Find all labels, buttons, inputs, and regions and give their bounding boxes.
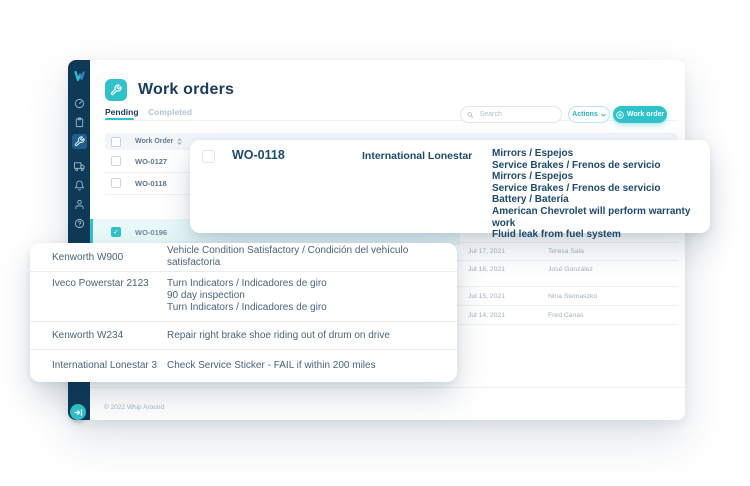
vehicle-name: Kenworth W900 <box>52 251 124 263</box>
detail-line: Mirrors / Espejos <box>492 148 574 159</box>
sidebar-nav <box>68 96 90 235</box>
vehicle-detail: Check Service Sticker - FAIL if within 2… <box>167 359 376 371</box>
table-row[interactable]: Jul 14, 2021 Fred Canas <box>457 306 678 325</box>
gauge-icon <box>74 98 84 109</box>
card-row-checkbox[interactable] <box>202 150 215 163</box>
vehicle-detail: Turn Indicators / Indicadores de giro <box>167 278 327 289</box>
table-row[interactable]: Jul 17, 2021 Teresa Sala <box>457 243 678 261</box>
table-row[interactable]: Jul 15, 2021 Nina Siemaszko <box>457 287 678 306</box>
footer-divider <box>90 387 685 388</box>
work-order-id: WO-0118 <box>135 178 167 188</box>
work-order-id: WO-0196 <box>135 227 168 237</box>
detail-line: American Chevrolet will perform warranty… <box>492 205 691 229</box>
column-header-work-order[interactable]: Work Order <box>135 138 174 145</box>
work-orders-page-icon <box>105 79 127 101</box>
card-vehicle-name: International Lonestar <box>362 150 473 162</box>
tab-completed[interactable]: Completed <box>148 107 192 117</box>
truck-icon <box>73 162 85 171</box>
sidebar-item-help[interactable] <box>72 216 87 231</box>
sidebar-item-work-orders[interactable] <box>71 134 87 149</box>
new-work-order-button[interactable]: Work order <box>613 106 667 123</box>
tabs-divider <box>105 120 678 121</box>
detail-line: Mirrors / Espejos <box>492 171 574 183</box>
card-detail-list: Mirrors / Espejos Service Brakes / Freno… <box>492 148 710 241</box>
vehicle-card-row: Kenworth W234 Repair right brake shoe ri… <box>30 322 457 350</box>
work-order-detail-card: WO-0118 International Lonestar Mirrors /… <box>190 140 710 240</box>
table-row[interactable]: Jul 16, 2021 José González <box>457 261 678 287</box>
sidebar-item-notifications[interactable] <box>72 178 87 193</box>
sidebar-item-vehicles[interactable] <box>72 159 87 174</box>
row-date: Jul 14, 2021 <box>468 311 506 319</box>
magnifier-icon <box>467 111 474 118</box>
user-icon <box>74 199 84 210</box>
vehicle-detail: Turn Indicators / Indicadores de giro <box>167 301 327 313</box>
wrench-icon <box>74 136 85 147</box>
row-date: Jul 15, 2021 <box>468 292 506 300</box>
vehicle-name: Kenworth W234 <box>52 330 124 341</box>
work-order-id: WO-0127 <box>135 156 168 166</box>
row-checkbox[interactable] <box>111 178 121 188</box>
plus-circle-icon <box>616 110 624 119</box>
vehicle-card-row: Iveco Powerstar 2123 Turn Indicators / I… <box>30 272 457 322</box>
help-circle-icon <box>74 218 84 229</box>
vehicle-detail: 90 day inspection <box>167 289 245 301</box>
detail-line: Fluid leak from fuel system <box>492 229 621 241</box>
whip-around-logo <box>73 69 86 83</box>
clipboard-icon <box>75 117 83 128</box>
actions-button[interactable]: Actions <box>568 106 610 123</box>
vehicle-details-card: Kenworth W900 Vehicle Condition Satisfac… <box>30 243 457 382</box>
sidebar-item-dashboard[interactable] <box>72 96 87 111</box>
row-assignee: José González <box>548 266 593 273</box>
search-input-container <box>460 106 562 123</box>
row-date: Jul 16, 2021 <box>468 266 506 273</box>
wrench-icon <box>110 84 122 96</box>
vehicle-card-row: International Lonestar 3 Check Service S… <box>30 350 457 381</box>
select-all-checkbox[interactable] <box>111 136 121 147</box>
card-work-order-id: WO-0118 <box>232 148 285 162</box>
vehicle-detail: Repair right brake shoe riding out of dr… <box>167 329 390 341</box>
detail-line: Service Brakes / Frenos de servicio <box>492 182 661 194</box>
vehicle-card-row: Kenworth W900 Vehicle Condition Satisfac… <box>30 243 457 272</box>
vehicle-detail: Vehicle Condition Satisfactory / Condici… <box>167 245 409 268</box>
bell-icon <box>74 180 84 191</box>
tab-pending[interactable]: Pending <box>105 107 139 117</box>
row-checkbox[interactable] <box>111 156 121 166</box>
vehicle-detail-list: Turn Indicators / Indicadores de giro 90… <box>167 278 327 313</box>
detail-line: Service Brakes / Frenos de servicio <box>492 159 661 171</box>
actions-button-label: Actions <box>572 111 598 118</box>
sidebar-item-people[interactable] <box>72 197 87 212</box>
vehicle-name: International Lonestar 3 <box>52 360 158 371</box>
row-assignee: Nina Siemaszko <box>548 292 598 300</box>
detail-line: Battery / Batería <box>492 194 569 206</box>
sidebar-item-inspections[interactable] <box>72 115 87 130</box>
new-work-order-label: Work order <box>626 111 665 118</box>
active-tab-underline <box>105 118 134 120</box>
copyright-text: © 2022 Whip Around <box>104 404 165 411</box>
table-right-columns: Jul 17, 2021 Teresa Sala Jul 16, 2021 Jo… <box>457 242 678 325</box>
vehicle-name: Iveco Powerstar 2123 <box>52 278 149 289</box>
row-checkbox-checked[interactable]: ✓ <box>111 227 121 237</box>
row-assignee: Teresa Sala <box>548 248 584 255</box>
chevron-down-icon <box>601 113 606 116</box>
sidebar-expand-button[interactable] <box>70 404 86 420</box>
sort-arrows-icon[interactable] <box>177 138 183 145</box>
search-input[interactable] <box>477 110 555 119</box>
expand-arrow-icon <box>74 408 82 416</box>
row-date: Jul 17, 2021 <box>468 248 506 255</box>
row-assignee: Fred Canas <box>548 311 584 319</box>
page-title: Work orders <box>138 81 235 98</box>
